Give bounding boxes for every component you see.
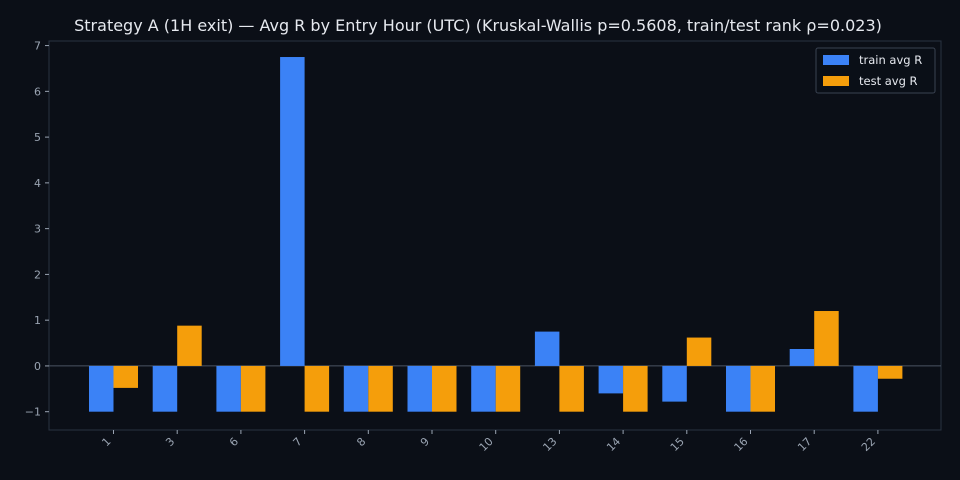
legend-swatch-test — [823, 76, 849, 86]
bar-test-9 — [432, 365, 457, 412]
x-tick-label: 9 — [418, 435, 432, 449]
bar-train-3 — [152, 365, 178, 412]
bar-train-17 — [789, 348, 815, 366]
y-tick-label: 0 — [34, 360, 41, 373]
x-tick-label: 7 — [291, 435, 305, 449]
bars — [89, 57, 903, 412]
y-tick-label: −1 — [25, 406, 41, 419]
bar-train-15 — [662, 365, 687, 402]
bar-test-15 — [686, 337, 712, 366]
x-tick-label: 6 — [227, 435, 241, 449]
x-tick-label: 10 — [477, 435, 496, 454]
x-tick-label: 14 — [604, 435, 623, 454]
bar-test-10 — [495, 365, 521, 412]
legend-swatch-train — [823, 55, 849, 65]
x-tick-label: 15 — [668, 435, 687, 454]
bar-test-1 — [113, 365, 138, 388]
y-tick-label: 2 — [34, 268, 41, 281]
legend-label-train: train avg R — [859, 53, 922, 67]
bar-test-16 — [750, 365, 775, 412]
bar-test-17 — [814, 311, 839, 366]
bar-test-22 — [877, 365, 903, 379]
y-tick-label: 4 — [34, 177, 41, 190]
bar-train-13 — [534, 331, 560, 366]
bar-test-3 — [177, 325, 202, 366]
x-tick-label: 22 — [859, 435, 878, 454]
y-tick-label: 6 — [34, 85, 41, 98]
bar-train-16 — [726, 365, 751, 412]
bar-test-14 — [623, 365, 648, 412]
bar-train-7 — [280, 57, 305, 366]
y-tick-label: 7 — [34, 40, 41, 53]
legend-label-test: test avg R — [859, 74, 918, 88]
bar-test-7 — [304, 365, 330, 412]
bar-train-22 — [853, 365, 878, 412]
bar-test-8 — [368, 365, 393, 412]
bar-train-8 — [343, 365, 369, 412]
x-tick-label: 13 — [540, 435, 559, 454]
bar-test-13 — [559, 365, 584, 412]
y-tick-label: 5 — [34, 131, 41, 144]
bar-train-10 — [471, 365, 496, 412]
x-tick-label: 16 — [732, 435, 751, 454]
bar-train-14 — [598, 365, 624, 394]
x-tick-label: 17 — [795, 435, 814, 454]
bar-test-6 — [240, 365, 266, 412]
x-tick-label: 3 — [163, 435, 177, 449]
y-tick-label: 3 — [34, 223, 41, 236]
bar-train-9 — [407, 365, 432, 412]
x-tick-label: 8 — [354, 435, 368, 449]
chart-title: Strategy A (1H exit) — Avg R by Entry Ho… — [74, 16, 882, 35]
x-tick-label: 1 — [99, 435, 113, 449]
legend: train avg R test avg R — [815, 47, 936, 94]
y-tick-label: 1 — [34, 314, 41, 327]
bar-train-1 — [89, 365, 114, 412]
bar-train-6 — [216, 365, 241, 412]
